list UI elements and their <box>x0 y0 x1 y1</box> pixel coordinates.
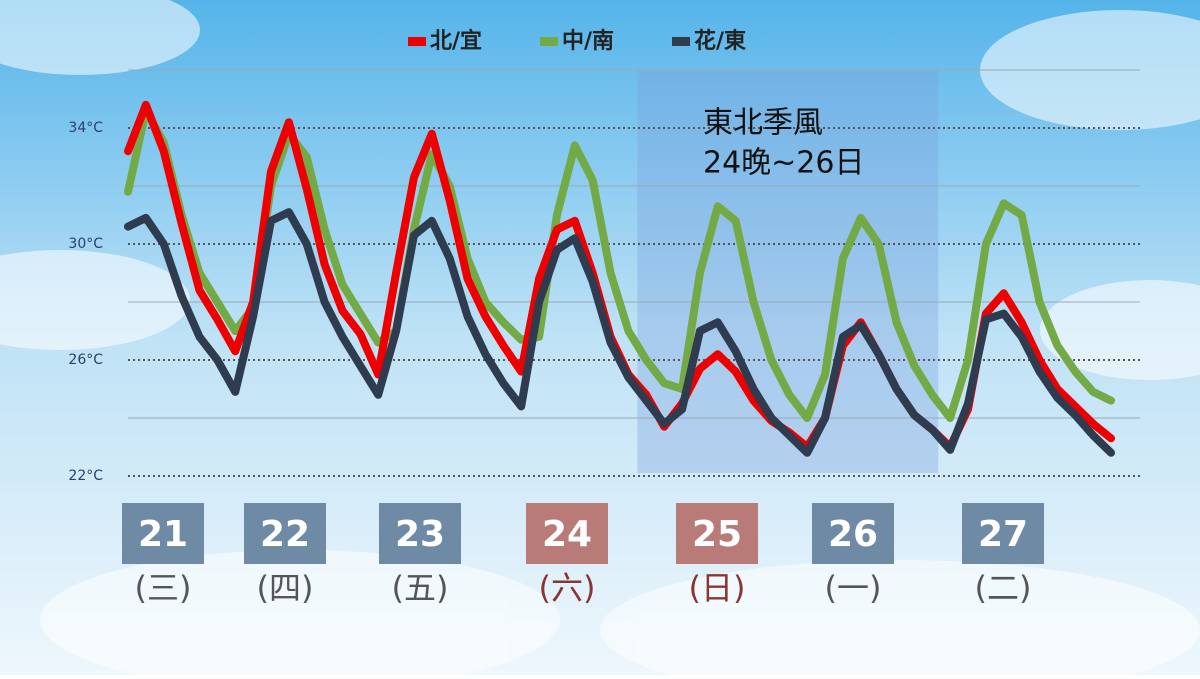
day-box <box>122 503 204 564</box>
legend-label: 花/東 <box>694 28 746 54</box>
day-date: 24 <box>542 514 592 555</box>
annotation: 東北季風 <box>703 106 823 141</box>
legend-swatch <box>672 37 690 46</box>
day-weekday: (三) <box>135 569 192 607</box>
legend-swatch <box>540 37 558 46</box>
day-date: 21 <box>138 514 188 555</box>
y-tick-label: 34°C <box>68 120 103 136</box>
day-box <box>379 503 461 564</box>
day-date: 27 <box>978 514 1028 555</box>
y-tick-label: 30°C <box>68 236 103 252</box>
y-tick-label: 22°C <box>68 468 103 484</box>
day-box <box>676 503 758 564</box>
day-weekday: (四) <box>257 569 314 607</box>
day-weekday: (一) <box>825 569 882 607</box>
day-weekday: (二) <box>975 569 1032 607</box>
day-box <box>812 503 894 564</box>
day-weekday: (六) <box>539 569 596 607</box>
day-box <box>962 503 1044 564</box>
legend-swatch <box>408 37 426 46</box>
annotation: 24晚~26日 <box>703 146 864 181</box>
day-date: 23 <box>395 514 445 555</box>
day-date: 25 <box>692 514 742 555</box>
day-weekday: (五) <box>392 569 449 607</box>
legend-label: 北/宜 <box>430 28 482 54</box>
day-date: 26 <box>828 514 878 555</box>
day-box <box>244 503 326 564</box>
day-date: 22 <box>260 514 310 555</box>
legend-label: 中/南 <box>562 29 614 54</box>
y-tick-label: 26°C <box>68 352 103 368</box>
day-box <box>526 503 608 564</box>
day-weekday: (日) <box>689 569 746 607</box>
series-line <box>124 208 1115 457</box>
